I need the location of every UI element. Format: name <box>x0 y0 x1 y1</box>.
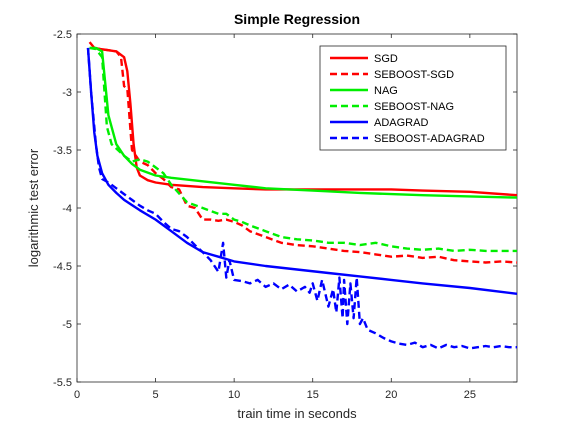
y-axis-ticks: -2.5 -3 -3.5 -4 -4.5 -5 -5.5 <box>53 29 517 389</box>
plot-area: 0 5 10 15 20 25 -2.5 -3 -3.5 -4 -4.5 -5 -5.5 <box>53 29 518 401</box>
legend-label-adagrad: ADAGRAD <box>374 117 428 129</box>
legend-label-sgd: SGD <box>374 53 398 65</box>
legend-label-seboost-sgd: SEBOOST-SGD <box>374 69 454 81</box>
series-layer <box>86 41 518 350</box>
x-tick-label: 15 <box>307 389 319 401</box>
x-axis-ticks: 0 5 10 15 20 25 <box>74 34 476 401</box>
legend-box <box>319 45 507 151</box>
y-tick-label: -4.5 <box>53 261 72 273</box>
legend-label-seboost-adagrad: SEBOOST-ADAGRAD <box>374 133 485 145</box>
y-tick-label: -2.5 <box>53 29 72 41</box>
legend-label-seboost-nag: SEBOOST-NAG <box>374 101 454 113</box>
x-tick-label: 0 <box>74 389 80 401</box>
y-tick-label: -3 <box>62 87 72 99</box>
series-line-sgd <box>88 41 518 197</box>
legend-label-nag: NAG <box>374 85 398 97</box>
x-tick-label: 25 <box>464 389 476 401</box>
y-tick-label: -3.5 <box>53 145 72 157</box>
y-tick-label: -5.5 <box>53 377 72 389</box>
series-line-nag <box>89 46 518 199</box>
series-line-seboost-adagrad <box>86 47 517 350</box>
series-line-seboost-sgd <box>92 46 518 264</box>
y-tick-label: -5 <box>62 319 72 331</box>
series-line-adagrad <box>86 47 518 295</box>
chart-title: Simple Regression <box>234 11 360 27</box>
x-tick-label: 20 <box>385 389 397 401</box>
y-axis-label: logarithmic test error <box>26 148 41 267</box>
y-tick-label: -4 <box>62 203 72 215</box>
x-axis-label: train time in seconds <box>237 406 357 421</box>
x-tick-label: 10 <box>228 389 240 401</box>
series-line-seboost-nag <box>89 46 517 253</box>
legend: SGD SEBOOST-SGD NAG SEBOOST-NAG ADAGRAD SEBOO… <box>319 45 507 151</box>
x-tick-label: 5 <box>153 389 159 401</box>
